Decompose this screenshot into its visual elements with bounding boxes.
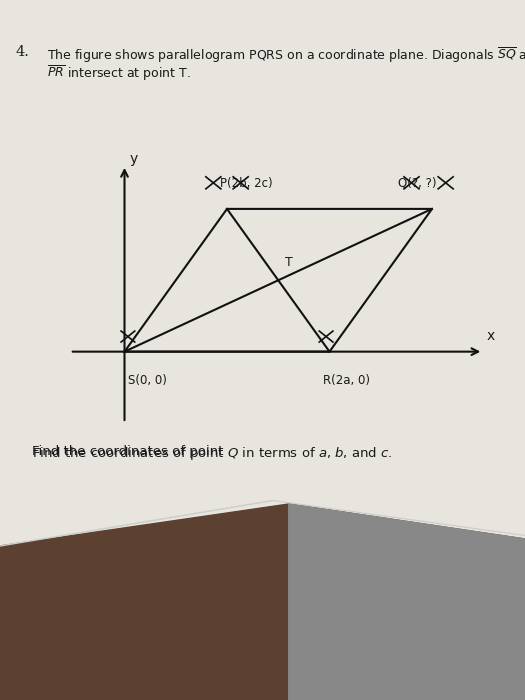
Text: S(0, 0): S(0, 0) <box>128 374 167 386</box>
Text: P(2b, 2c): P(2b, 2c) <box>220 176 273 190</box>
Text: y: y <box>130 153 138 167</box>
Text: R(2a, 0): R(2a, 0) <box>323 374 370 386</box>
Polygon shape <box>289 504 525 700</box>
Text: 4.: 4. <box>16 46 29 60</box>
Polygon shape <box>0 504 525 700</box>
Text: Q(?, ?): Q(?, ?) <box>398 176 436 190</box>
Text: T: T <box>285 256 293 270</box>
Text: $\overline{PR}$ intersect at point T.: $\overline{PR}$ intersect at point T. <box>47 64 191 83</box>
Text: Find the coordinates of point: Find the coordinates of point <box>32 444 227 458</box>
Text: Find the coordinates of point $Q$ in terms of $a$, $b$, and $c$.: Find the coordinates of point $Q$ in ter… <box>32 444 392 461</box>
Text: x: x <box>487 330 495 344</box>
Text: The figure shows parallelogram PQRS on a coordinate plane. Diagonals $\overline{: The figure shows parallelogram PQRS on a… <box>47 46 525 64</box>
